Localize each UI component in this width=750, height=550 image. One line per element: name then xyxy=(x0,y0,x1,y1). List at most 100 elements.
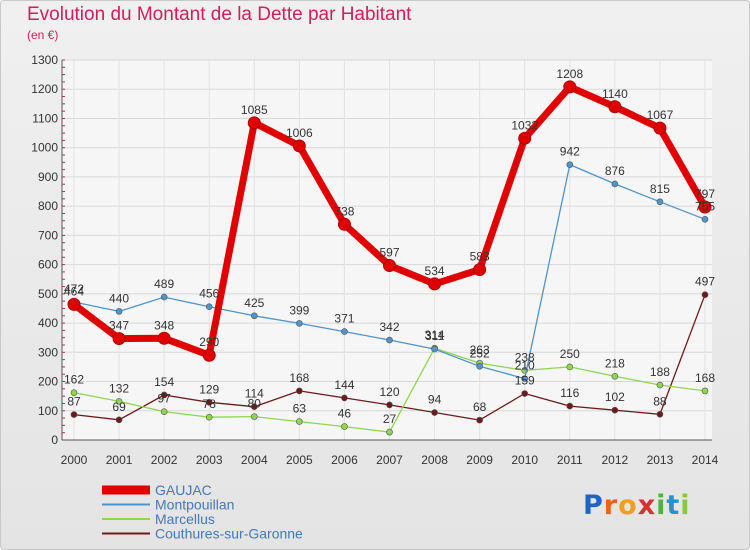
data-point xyxy=(611,406,619,414)
y-tick-label: 1000 xyxy=(31,141,58,155)
data-point xyxy=(476,416,483,424)
data-label: 102 xyxy=(605,390,625,404)
data-label: 210 xyxy=(515,359,535,373)
data-point xyxy=(566,402,574,410)
data-point xyxy=(250,413,258,420)
data-point xyxy=(611,372,619,380)
data-label: 738 xyxy=(334,204,354,218)
data-point xyxy=(653,121,667,135)
data-label: 399 xyxy=(289,303,309,317)
data-point xyxy=(656,410,664,418)
plot-area xyxy=(62,60,712,440)
data-point xyxy=(157,331,171,345)
legend-label: Couthures-sur-Garonne xyxy=(155,526,303,542)
logo-letter: r xyxy=(603,490,619,521)
data-label: 168 xyxy=(695,371,715,385)
legend-label: Marcellus xyxy=(155,511,215,527)
data-point xyxy=(521,390,529,397)
logo-letter: i xyxy=(656,490,667,521)
x-tick-label: 2010 xyxy=(511,453,538,467)
data-point xyxy=(566,161,574,168)
x-tick-label: 2011 xyxy=(557,453,583,467)
x-tick-label: 2013 xyxy=(647,453,674,467)
x-tick-label: 2008 xyxy=(421,453,448,467)
data-point xyxy=(428,277,442,291)
data-point xyxy=(518,131,532,145)
data-label: 263 xyxy=(470,343,490,357)
data-label: 88 xyxy=(653,394,667,408)
y-tick-label: 1200 xyxy=(31,82,58,96)
data-label: 250 xyxy=(560,347,580,361)
proxiti-logo: Proxiti xyxy=(583,490,691,521)
data-point xyxy=(296,418,303,425)
logo-letter: o xyxy=(618,490,638,521)
data-label: 876 xyxy=(605,164,625,178)
data-point xyxy=(70,411,78,418)
data-point xyxy=(386,428,393,436)
data-label: 314 xyxy=(425,328,445,342)
data-point xyxy=(112,332,126,346)
data-label: 97 xyxy=(157,392,171,406)
data-label: 78 xyxy=(203,397,217,411)
data-point xyxy=(247,116,261,130)
x-tick-label: 2003 xyxy=(196,453,223,467)
data-point xyxy=(250,403,258,410)
y-tick-label: 800 xyxy=(38,199,58,213)
data-label: 290 xyxy=(199,335,219,349)
legend-label: GAUJAC xyxy=(155,482,212,498)
data-label: 815 xyxy=(650,182,670,196)
data-label: 371 xyxy=(334,312,354,326)
data-label: 440 xyxy=(109,291,129,305)
data-point xyxy=(250,312,258,320)
y-tick-label: 900 xyxy=(38,170,58,184)
data-point xyxy=(386,336,393,344)
data-point xyxy=(566,363,574,371)
x-tick-label: 2006 xyxy=(331,453,358,467)
data-point xyxy=(341,423,348,430)
x-tick-label: 2007 xyxy=(376,453,403,467)
data-label: 94 xyxy=(428,393,442,407)
data-label: 116 xyxy=(560,386,579,400)
data-label: 1032 xyxy=(511,118,538,132)
data-label: 144 xyxy=(334,378,354,392)
x-tick-label: 2009 xyxy=(466,453,493,467)
data-point xyxy=(701,216,709,223)
data-label: 114 xyxy=(245,387,264,401)
legend-label: Montpouillan xyxy=(155,497,234,513)
data-point xyxy=(473,263,487,277)
x-tick-label: 2014 xyxy=(692,453,719,467)
data-label: 797 xyxy=(695,187,715,201)
data-label: 425 xyxy=(244,296,264,310)
data-label: 1085 xyxy=(241,103,268,117)
data-point xyxy=(115,416,123,424)
x-tick-label: 2005 xyxy=(286,453,313,467)
y-tick-label: 500 xyxy=(38,287,58,301)
y-tick-label: 600 xyxy=(38,258,58,272)
data-label: 68 xyxy=(473,400,487,414)
data-point xyxy=(115,308,123,315)
y-tick-label: 1100 xyxy=(32,111,58,125)
data-label: 755 xyxy=(695,199,715,213)
logo-letter: P xyxy=(583,490,604,521)
data-label: 46 xyxy=(338,407,352,421)
data-label: 942 xyxy=(560,145,580,159)
data-point xyxy=(205,398,213,406)
data-point xyxy=(292,139,306,153)
data-point xyxy=(341,394,348,402)
data-point xyxy=(205,413,213,421)
data-label: 597 xyxy=(379,245,399,259)
data-label: 87 xyxy=(67,395,81,409)
data-point xyxy=(656,381,664,389)
data-label: 347 xyxy=(109,319,129,333)
data-label: 120 xyxy=(379,385,399,399)
data-label: 348 xyxy=(154,318,174,332)
data-point xyxy=(115,398,123,405)
y-tick-label: 300 xyxy=(38,345,58,359)
data-label: 218 xyxy=(605,356,625,370)
data-label: 464 xyxy=(64,284,84,298)
data-point xyxy=(701,291,709,299)
data-label: 129 xyxy=(199,382,219,396)
data-point xyxy=(296,320,303,327)
data-label: 168 xyxy=(289,371,309,385)
